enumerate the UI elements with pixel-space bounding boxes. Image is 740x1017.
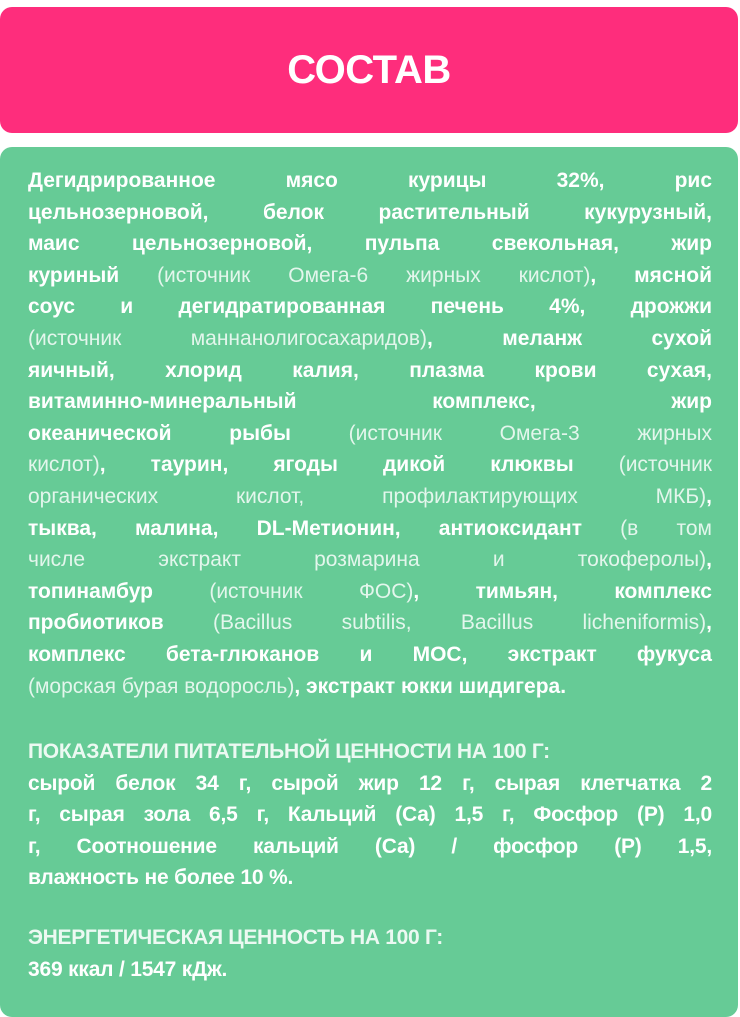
nutrition-line: влажность не более 10 %. (28, 866, 294, 890)
composition-line: Дегидрированное мясо курицы 32%, рис (28, 165, 712, 197)
ingredient-note: органических кислот, профилактирующих МК… (28, 484, 707, 508)
composition-panel (0, 147, 738, 1017)
composition-line: кислот), таурин, ягоды дикой клюквы (ист… (28, 449, 712, 481)
ingredient-note: (морская бурая водоросль) (28, 674, 295, 698)
ingredient-text: соус и дегидратированная печень 4%, дрож… (28, 295, 712, 319)
ingredient-note: (Bacillus subtilis, Bacillus licheniform… (163, 611, 707, 635)
ingredient-note: (источник Омега-3 жирных (290, 421, 712, 445)
composition-line: числе экстракт розмарина и токоферолы), (28, 544, 712, 576)
energy-section: ЭНЕРГЕТИЧЕСКАЯ ЦЕННОСТЬ НА 100 Г: 369 кк… (28, 922, 712, 985)
composition-line: тыква, малина, DL-Метионин, антиоксидант… (28, 513, 712, 545)
ingredient-text: тыква, малина, DL-Метионин, антиоксидант (28, 516, 582, 540)
ingredient-note: (в том (582, 516, 712, 540)
ingredient-text: куриный (28, 263, 120, 287)
ingredient-text: , (706, 484, 712, 508)
ingredient-text: цельнозерновой, белок растительный кукур… (28, 200, 712, 224)
composition-line: цельнозерновой, белок растительный кукур… (28, 197, 712, 229)
ingredient-text: комплекс бета-глюканов и МОС, экстракт ф… (28, 642, 712, 666)
composition-line: витаминно-минеральный комплекс, жир (28, 386, 712, 418)
ingredient-text: топинамбур (28, 579, 153, 603)
composition-text: Дегидрированное мясо курицы 32%, рис цель… (28, 165, 712, 702)
ingredient-text: маис цельнозерновой, пульпа свекольная, … (28, 232, 712, 256)
ingredient-note: числе экстракт розмарина и токоферолы) (28, 548, 707, 572)
ingredient-text: Дегидрированное мясо курицы 32%, рис (28, 169, 712, 192)
nutrition-section: ПОКАЗАТЕЛИ ПИТАТЕЛЬНОЙ ЦЕННОСТИ НА 100 Г… (28, 736, 712, 894)
composition-line: океанической рыбы (источник Омега-3 жирн… (28, 418, 712, 450)
composition-line: комплекс бета-глюканов и МОС, экстракт ф… (28, 639, 712, 671)
ingredient-text: пробиотиков (28, 611, 164, 635)
composition-line: куриный (источник Омега-6 жирных кислот)… (28, 260, 712, 292)
ingredient-note: (источник Омега-6 жирных кислот) (119, 263, 591, 287)
composition-line: органических кислот, профилактирующих МК… (28, 481, 712, 513)
ingredient-text: , экстракт юкки шидигера. (294, 674, 567, 698)
energy-value: 369 ккал / 1547 кДж. (28, 957, 228, 981)
composition-line: пробиотиков (Bacillus subtilis, Bacillus… (28, 607, 712, 639)
composition-line: соус и дегидратированная печень 4%, дрож… (28, 291, 712, 323)
energy-heading: ЭНЕРГЕТИЧЕСКАЯ ЦЕННОСТЬ НА 100 Г: (28, 926, 443, 949)
composition-line: маис цельнозерновой, пульпа свекольная, … (28, 228, 712, 260)
ingredient-text: океанической рыбы (28, 421, 291, 445)
ingredient-note: (источник (573, 453, 712, 477)
ingredient-text: , меланж сухой (426, 326, 712, 350)
ingredient-text: , (706, 611, 712, 635)
title-banner: СОСТАВ (0, 7, 738, 133)
page-title: СОСТАВ (287, 47, 451, 92)
ingredient-note: (источник маннанолигосахаридов) (28, 326, 427, 350)
composition-line: (морская бурая водоросль), экстракт юкки… (28, 671, 712, 703)
nutrition-line: г, сырая зола 6,5 г, Кальций (Са) 1,5 г,… (28, 803, 712, 827)
nutrition-line: сырой белок 34 г, сырой жир 12 г, сырая … (28, 771, 712, 795)
ingredient-text: , мясной (590, 263, 712, 287)
composition-line: (источник маннанолигосахаридов), меланж … (28, 323, 712, 355)
ingredient-text: , таурин, ягоды дикой клюквы (99, 453, 574, 477)
ingredient-text: витаминно-минеральный комплекс, жир (28, 390, 712, 414)
ingredient-text: яичный, хлорид калия, плазма крови сухая… (28, 358, 712, 382)
nutrition-heading: ПОКАЗАТЕЛИ ПИТАТЕЛЬНОЙ ЦЕННОСТИ НА 100 Г… (28, 740, 550, 763)
composition-line: топинамбур (источник ФОС), тимьян, компл… (28, 576, 712, 608)
composition-line: яичный, хлорид калия, плазма крови сухая… (28, 355, 712, 387)
ingredient-note: (источник ФОС) (152, 579, 414, 603)
ingredient-text: , (706, 548, 712, 572)
ingredient-text: , тимьян, комплекс (413, 579, 712, 603)
nutrition-line: г, Соотношение кальций (Са) / фосфор (Р)… (28, 834, 712, 858)
ingredient-note: кислот) (28, 453, 100, 477)
